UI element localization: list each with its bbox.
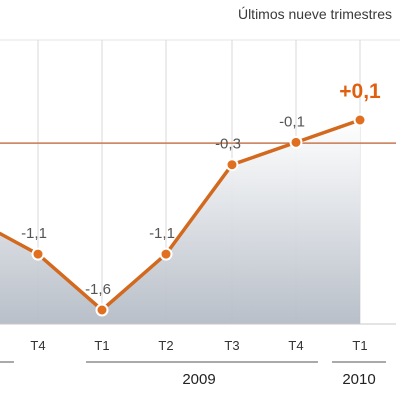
- chart-subtitle: Últimos nueve trimestres: [237, 6, 392, 22]
- x-tick-label: T1: [94, 338, 109, 353]
- data-point: [289, 135, 303, 149]
- data-label: -1,1: [21, 225, 47, 242]
- x-tick-label: T4: [288, 338, 303, 353]
- series-area: [0, 120, 360, 324]
- x-tick-label: T4: [30, 338, 45, 353]
- data-label: -0,1: [279, 113, 305, 130]
- data-label: +0,1: [339, 80, 381, 103]
- data-point: [225, 158, 239, 172]
- data-label: -1,6: [85, 281, 111, 298]
- data-point: [353, 113, 367, 127]
- data-point: [31, 247, 45, 261]
- data-point: [95, 303, 109, 317]
- data-point: [159, 247, 173, 261]
- year-label: 2009: [182, 371, 215, 388]
- data-label: -0,3: [215, 136, 241, 153]
- x-tick-label: T1: [352, 338, 367, 353]
- data-label: -1,1: [149, 225, 175, 242]
- x-tick-label: T3: [224, 338, 239, 353]
- x-tick-label: T2: [158, 338, 173, 353]
- year-label: 2010: [342, 371, 375, 388]
